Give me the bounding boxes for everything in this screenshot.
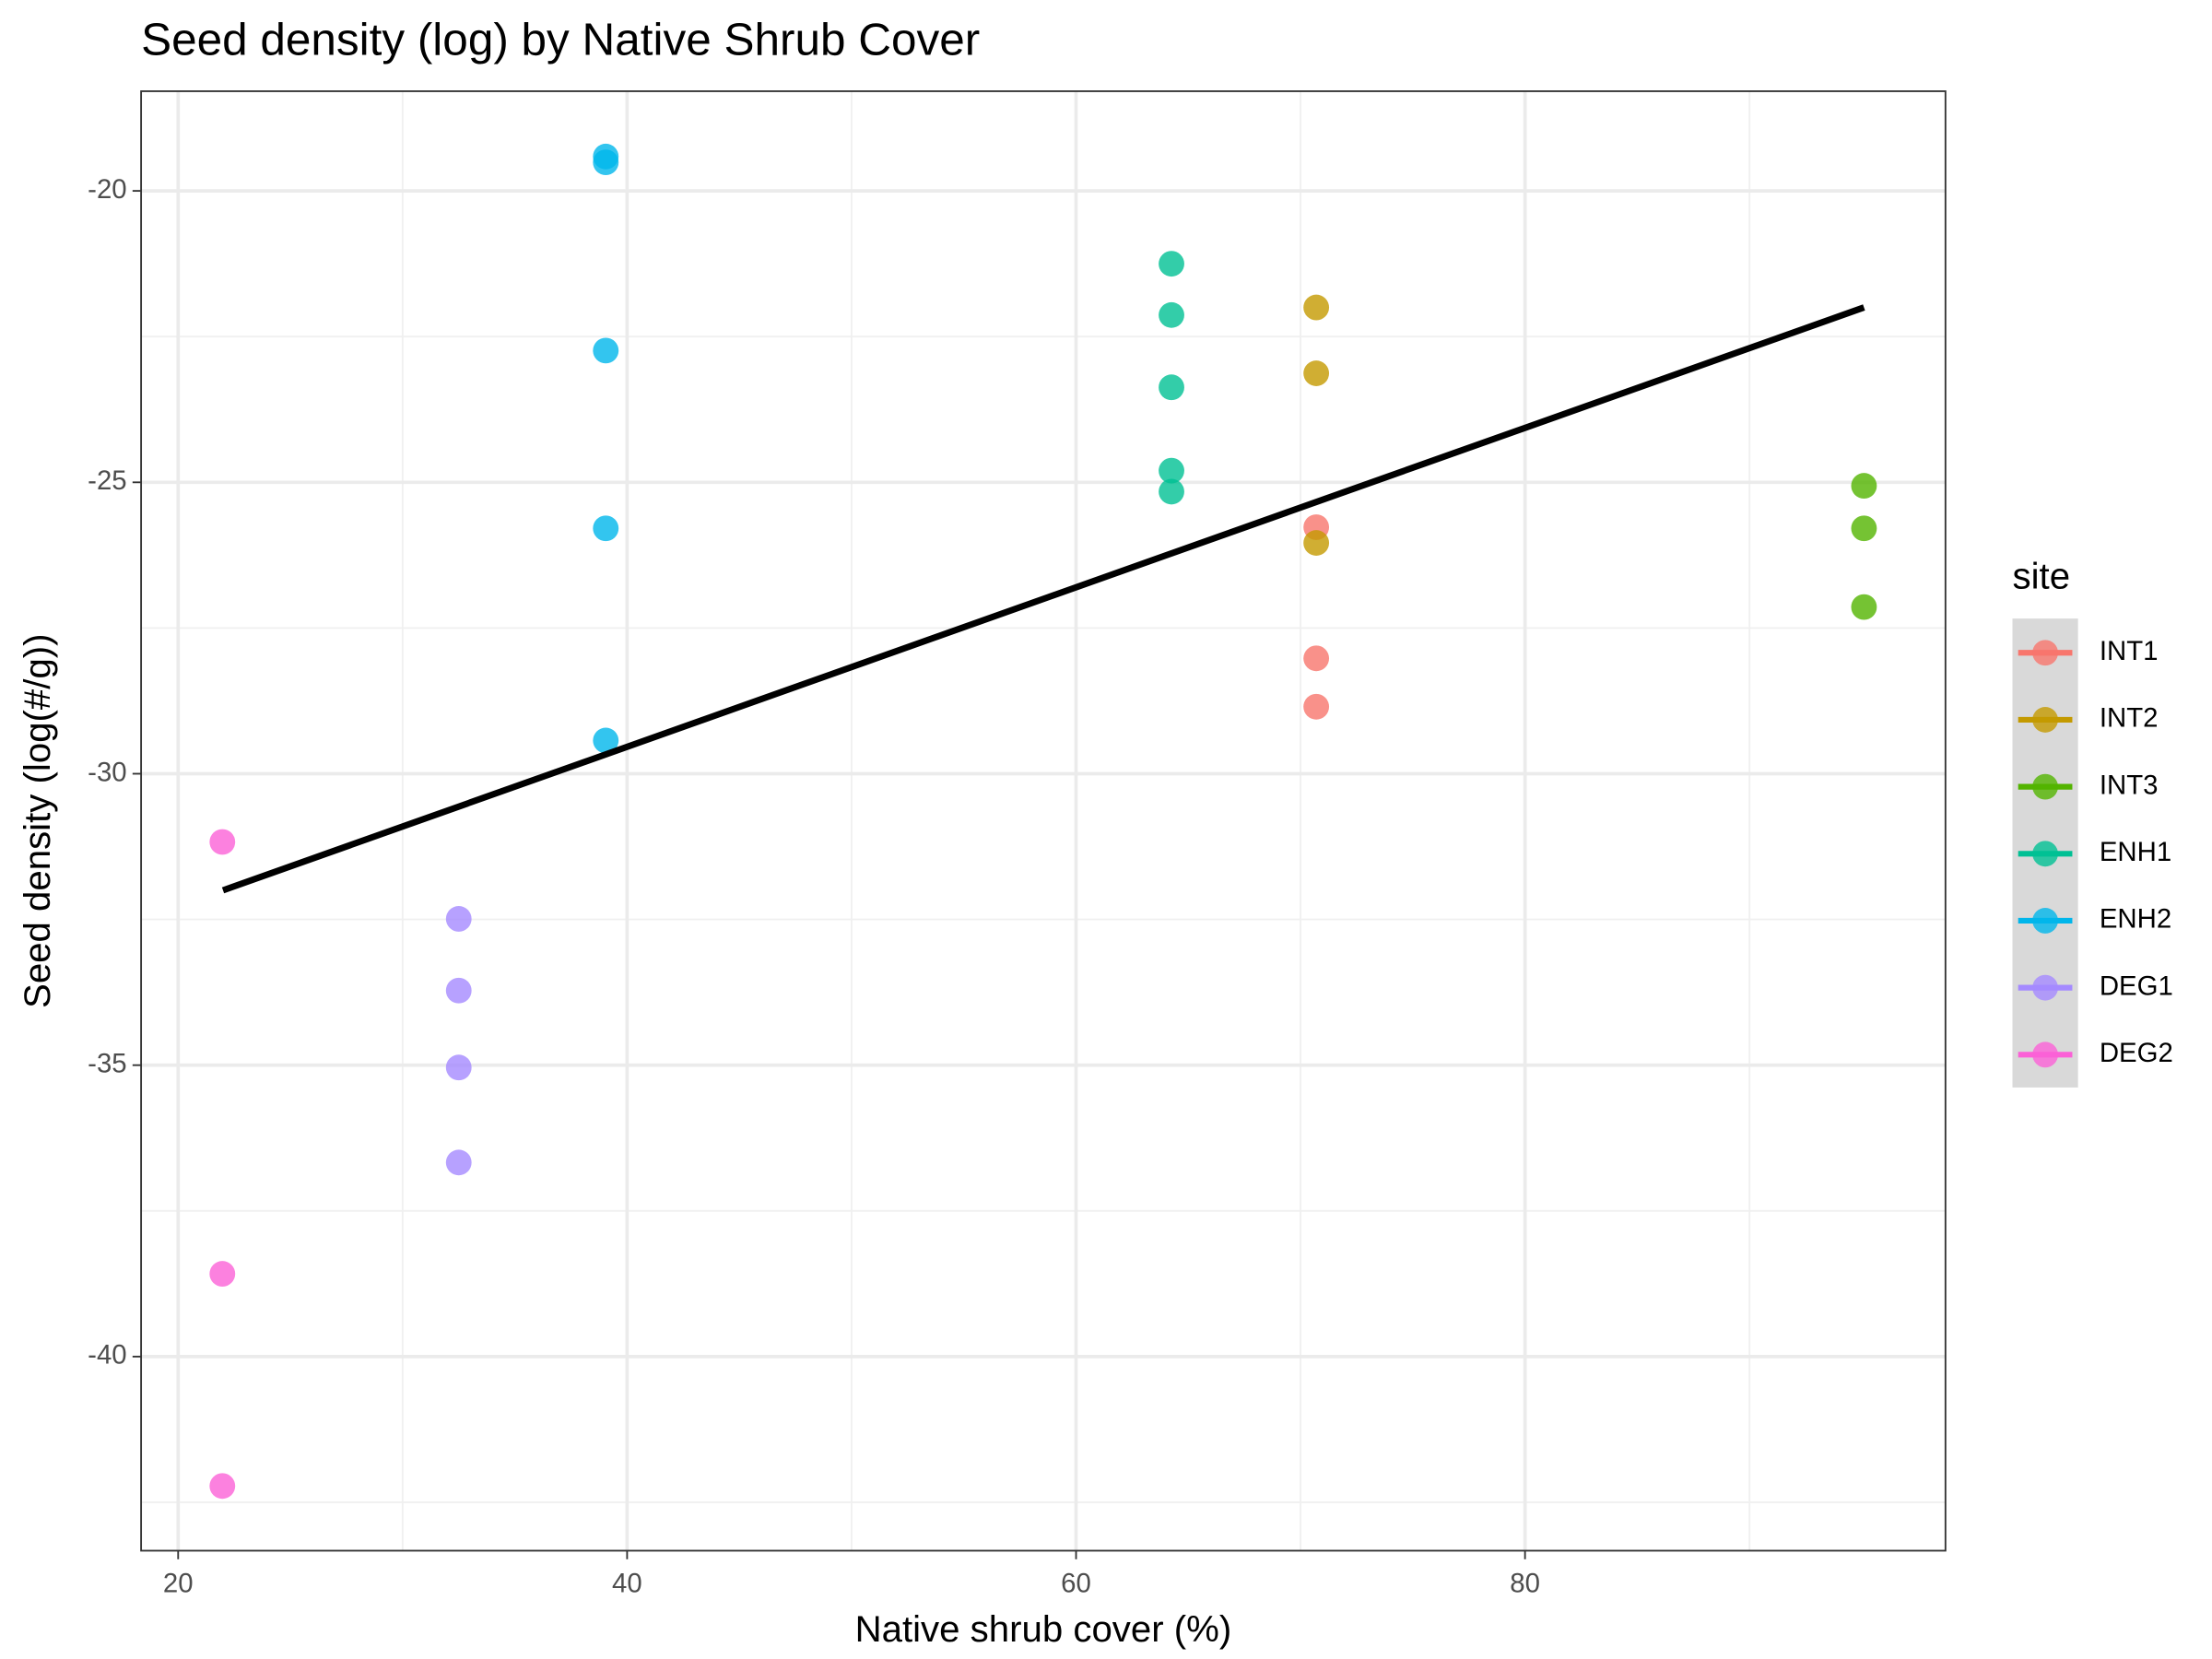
x-tick-label: 60 — [1061, 1568, 1091, 1598]
y-tick-label: -35 — [88, 1048, 126, 1078]
point — [1159, 478, 1184, 505]
point — [445, 906, 472, 932]
point — [593, 337, 619, 364]
x-tick-label: 80 — [1510, 1568, 1540, 1598]
point — [1303, 530, 1330, 556]
point — [1303, 294, 1330, 321]
legend-label: ENH2 — [2100, 904, 2171, 935]
point — [1303, 360, 1330, 386]
legend-title: site — [2013, 555, 2071, 596]
y-tick-label: -25 — [88, 465, 126, 496]
point — [1159, 301, 1184, 328]
y-tick-label: -20 — [88, 174, 126, 205]
point — [1303, 645, 1330, 672]
point — [1159, 251, 1184, 277]
point — [1159, 457, 1184, 484]
point — [445, 977, 472, 1004]
point — [445, 1054, 472, 1081]
legend-label: INT2 — [2100, 703, 2159, 734]
point — [1851, 515, 1877, 542]
point — [593, 727, 619, 754]
x-axis-label: Native shrub cover (%) — [855, 1608, 1232, 1650]
legend-key-point — [2032, 908, 2058, 934]
x-tick-label: 20 — [163, 1568, 194, 1598]
legend-key-point — [2032, 707, 2058, 733]
y-tick-label: -30 — [88, 757, 126, 787]
y-tick-label: -40 — [88, 1340, 126, 1371]
grid — [141, 90, 1946, 1551]
legend-key-point — [2032, 640, 2058, 666]
point — [1303, 693, 1330, 720]
point — [593, 515, 619, 542]
point — [593, 149, 619, 176]
legend-key-point — [2032, 841, 2058, 867]
point — [209, 1473, 236, 1500]
point — [1851, 473, 1877, 500]
point — [445, 1149, 472, 1176]
x-tick-label: 40 — [612, 1568, 642, 1598]
point — [209, 829, 236, 855]
point — [209, 1261, 236, 1288]
legend-key-point — [2032, 1041, 2058, 1068]
legend-label: INT1 — [2100, 636, 2159, 666]
point — [1851, 594, 1877, 620]
point — [1159, 374, 1184, 401]
legend-key-point — [2032, 773, 2058, 800]
trend-line — [221, 304, 1865, 894]
chart-title: Seed density (log) by Native Shrub Cover — [141, 14, 980, 65]
legend-label: INT3 — [2100, 770, 2159, 800]
legend-key-point — [2032, 974, 2058, 1001]
plot-area — [209, 143, 1877, 1500]
legend-label: DEG1 — [2100, 971, 2173, 1001]
legend-label: DEG2 — [2100, 1038, 2173, 1068]
panel-border — [140, 90, 1947, 1552]
y-axis-label: Seed density (log(#/g)) — [17, 633, 58, 1008]
legend-label: ENH1 — [2100, 837, 2171, 867]
